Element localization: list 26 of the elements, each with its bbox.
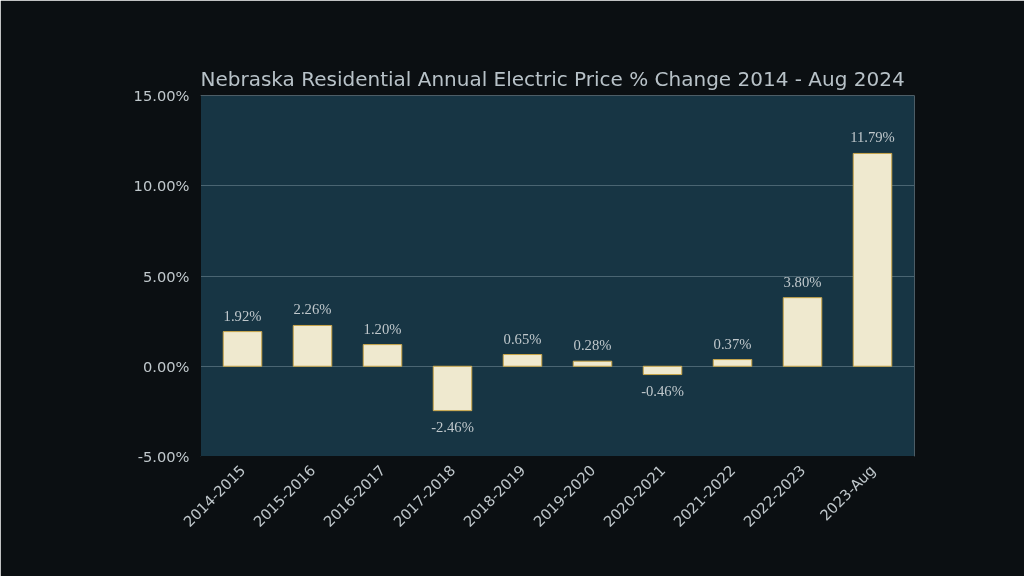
data-label: -0.46%	[641, 382, 684, 399]
y-tick-label: 0.00%	[142, 357, 190, 375]
data-label: 0.65%	[503, 330, 542, 347]
data-label: -2.46%	[431, 418, 474, 435]
bar	[222, 331, 263, 367]
bar	[432, 365, 473, 412]
data-label: 1.20%	[363, 320, 402, 337]
data-label: 0.37%	[713, 335, 752, 352]
bar	[362, 344, 403, 367]
y-tick-label: -5.00%	[137, 448, 190, 465]
y-tick-label: 5.00%	[142, 267, 190, 285]
bar	[852, 152, 893, 367]
data-label: 11.79%	[850, 129, 895, 146]
bar	[642, 365, 683, 376]
data-label: 2.26%	[293, 301, 332, 318]
bar	[292, 324, 333, 367]
y-tick-label: 15.00%	[133, 87, 190, 104]
bar	[502, 354, 543, 367]
chart-title: Nebraska Residential Annual Electric Price % Change 2014 - Aug 2024	[200, 66, 905, 91]
bar	[712, 359, 753, 367]
data-label: 1.92%	[223, 307, 262, 324]
bar	[572, 360, 613, 367]
y-tick-label: 10.00%	[133, 177, 190, 195]
bar	[782, 297, 823, 367]
data-label: 3.80%	[783, 273, 822, 290]
data-label: 0.28%	[573, 337, 612, 354]
